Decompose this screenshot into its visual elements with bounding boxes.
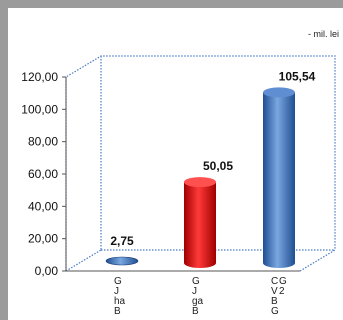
data-label: 2,75 [110, 234, 134, 248]
floor-left-edge [65, 249, 102, 272]
x-tick-label: C V B GG 2 [271, 276, 287, 317]
bar [184, 177, 216, 268]
y-tick-label: 60,00 [28, 167, 58, 181]
y-tick-label: 40,00 [28, 199, 58, 213]
bar-body [184, 182, 216, 268]
bar [105, 256, 139, 266]
y-tick-label: 80,00 [28, 135, 58, 149]
bar [263, 87, 295, 268]
y-tick-label: 100,00 [21, 102, 58, 116]
y-axis: 0,00 20,00 40,00 60,00 80,00 100,00 120,00 [21, 70, 66, 278]
bars [105, 87, 295, 268]
bar-body [263, 92, 295, 268]
data-labels: 2,75 50,05 105,54 [110, 69, 315, 248]
y-tick-label: 20,00 [28, 232, 58, 246]
data-label: 105,54 [279, 69, 316, 83]
y-tick-label: 120,00 [21, 70, 58, 84]
floor-right-edge [299, 249, 336, 272]
y-tick-label: 0,00 [35, 264, 59, 278]
bar-top [184, 177, 216, 188]
data-label: 50,05 [203, 159, 233, 173]
bar-top [263, 87, 295, 98]
unit-label: - mil. lei [308, 29, 339, 39]
bar-body [105, 256, 139, 266]
